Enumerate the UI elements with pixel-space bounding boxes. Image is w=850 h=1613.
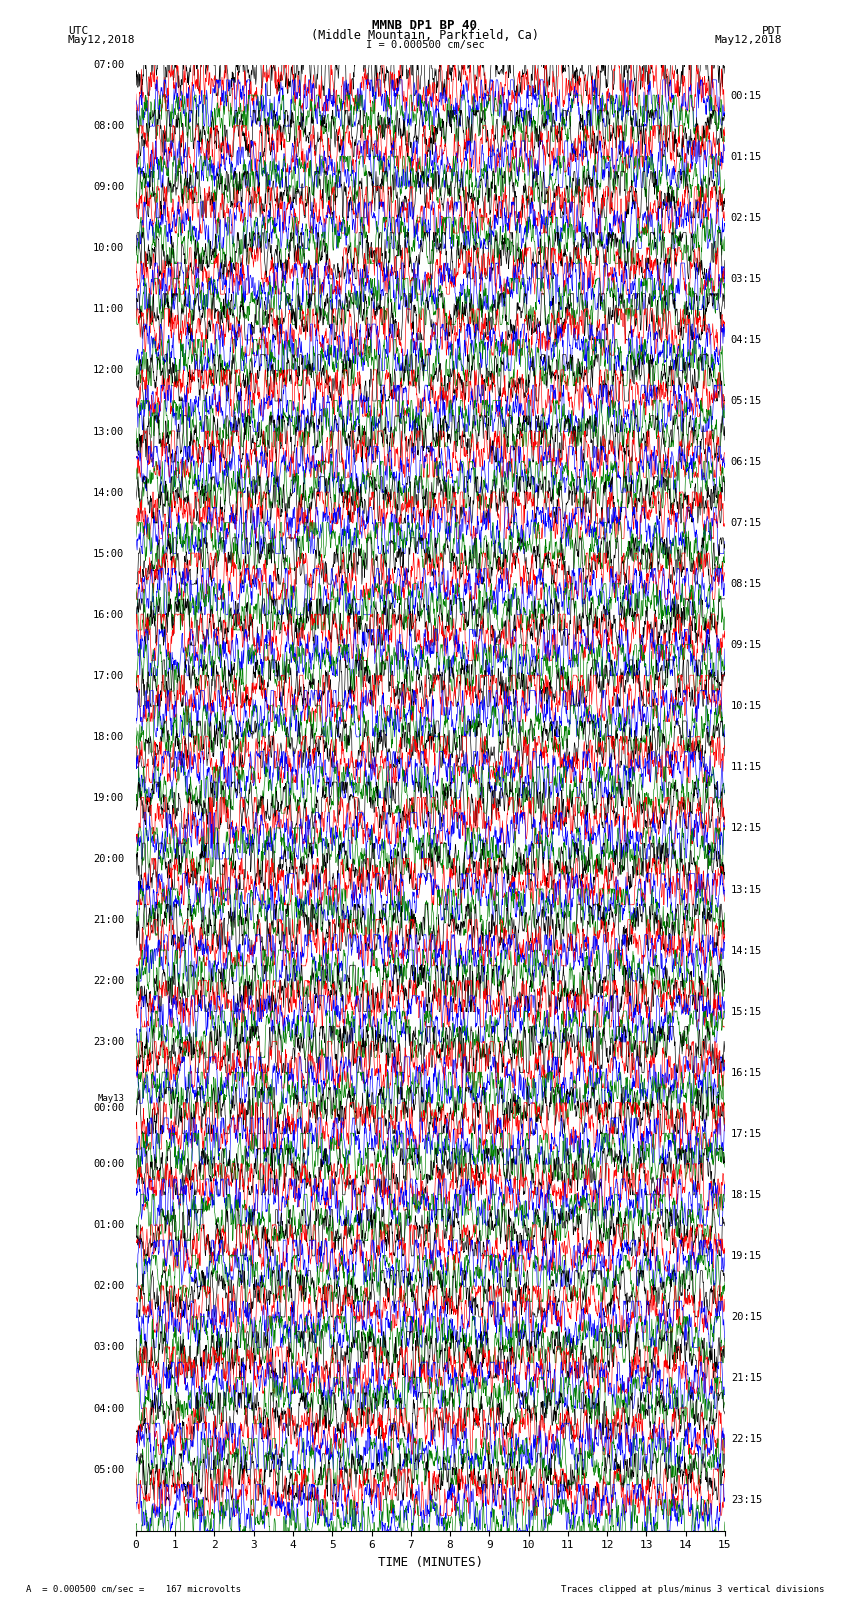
Text: 10:15: 10:15 <box>731 702 762 711</box>
Text: 10:00: 10:00 <box>93 244 124 253</box>
X-axis label: TIME (MINUTES): TIME (MINUTES) <box>378 1557 483 1569</box>
Text: A  = 0.000500 cm/sec =    167 microvolts: A = 0.000500 cm/sec = 167 microvolts <box>26 1584 241 1594</box>
Text: 03:15: 03:15 <box>731 274 762 284</box>
Text: 19:15: 19:15 <box>731 1252 762 1261</box>
Text: MMNB DP1 BP 40: MMNB DP1 BP 40 <box>372 19 478 32</box>
Text: UTC: UTC <box>68 26 88 35</box>
Text: 16:15: 16:15 <box>731 1068 762 1077</box>
Text: 05:15: 05:15 <box>731 397 762 406</box>
Text: 12:00: 12:00 <box>93 366 124 376</box>
Text: 04:15: 04:15 <box>731 336 762 345</box>
Text: 11:00: 11:00 <box>93 305 124 315</box>
Text: 06:15: 06:15 <box>731 456 762 468</box>
Text: 21:15: 21:15 <box>731 1373 762 1382</box>
Text: 11:15: 11:15 <box>731 763 762 773</box>
Text: 03:00: 03:00 <box>93 1342 124 1352</box>
Text: 05:00: 05:00 <box>93 1465 124 1474</box>
Text: 20:00: 20:00 <box>93 853 124 865</box>
Text: 01:00: 01:00 <box>93 1221 124 1231</box>
Text: 23:15: 23:15 <box>731 1495 762 1505</box>
Text: May12,2018: May12,2018 <box>715 35 782 45</box>
Text: 22:15: 22:15 <box>731 1434 762 1444</box>
Text: 09:15: 09:15 <box>731 640 762 650</box>
Text: 13:15: 13:15 <box>731 884 762 895</box>
Text: 07:00: 07:00 <box>93 60 124 69</box>
Text: 02:15: 02:15 <box>731 213 762 223</box>
Text: 00:15: 00:15 <box>731 90 762 100</box>
Text: May12,2018: May12,2018 <box>68 35 135 45</box>
Text: 02:00: 02:00 <box>93 1281 124 1292</box>
Text: 07:15: 07:15 <box>731 518 762 527</box>
Text: 18:15: 18:15 <box>731 1190 762 1200</box>
Text: 13:00: 13:00 <box>93 426 124 437</box>
Text: 14:15: 14:15 <box>731 945 762 955</box>
Text: 21:00: 21:00 <box>93 915 124 924</box>
Text: 18:00: 18:00 <box>93 732 124 742</box>
Text: 15:15: 15:15 <box>731 1007 762 1016</box>
Text: 14:00: 14:00 <box>93 487 124 497</box>
Text: 00:00: 00:00 <box>93 1160 124 1169</box>
Text: Traces clipped at plus/minus 3 vertical divisions: Traces clipped at plus/minus 3 vertical … <box>561 1584 824 1594</box>
Text: (Middle Mountain, Parkfield, Ca): (Middle Mountain, Parkfield, Ca) <box>311 29 539 42</box>
Text: 12:15: 12:15 <box>731 824 762 834</box>
Text: I = 0.000500 cm/sec: I = 0.000500 cm/sec <box>366 40 484 50</box>
Text: 08:15: 08:15 <box>731 579 762 589</box>
Text: 23:00: 23:00 <box>93 1037 124 1047</box>
Text: 15:00: 15:00 <box>93 548 124 558</box>
Text: 20:15: 20:15 <box>731 1311 762 1323</box>
Text: 17:15: 17:15 <box>731 1129 762 1139</box>
Text: 22:00: 22:00 <box>93 976 124 986</box>
Text: 19:00: 19:00 <box>93 794 124 803</box>
Text: 01:15: 01:15 <box>731 152 762 161</box>
Text: 00:00: 00:00 <box>93 1103 124 1113</box>
Text: 08:00: 08:00 <box>93 121 124 131</box>
Text: 16:00: 16:00 <box>93 610 124 619</box>
Text: 17:00: 17:00 <box>93 671 124 681</box>
Text: 04:00: 04:00 <box>93 1403 124 1413</box>
Text: May13: May13 <box>97 1094 124 1103</box>
Text: PDT: PDT <box>762 26 782 35</box>
Text: 09:00: 09:00 <box>93 182 124 192</box>
